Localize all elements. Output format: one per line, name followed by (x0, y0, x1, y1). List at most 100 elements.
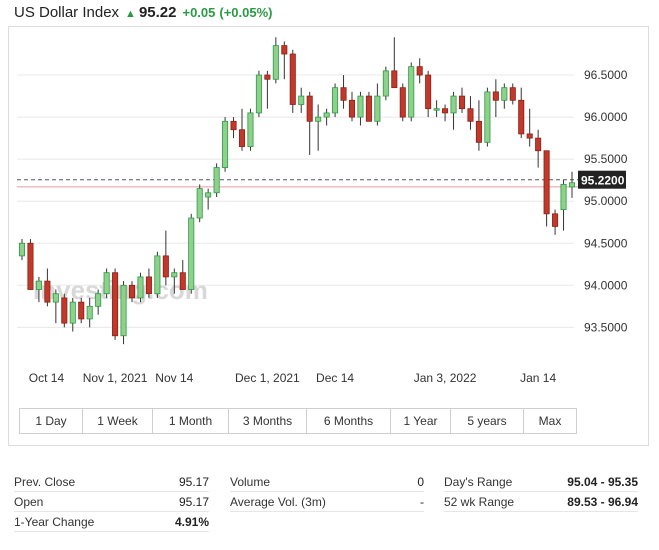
candle-body[interactable] (340, 87, 347, 101)
range-button-1-week[interactable]: 1 Week (83, 409, 153, 433)
candle-body[interactable] (128, 284, 136, 299)
candle-body[interactable] (27, 242, 34, 290)
candle-body[interactable] (145, 276, 152, 295)
candle-body[interactable] (382, 70, 389, 97)
candle-body[interactable] (255, 74, 262, 114)
candle-body[interactable] (69, 301, 76, 324)
candle-body[interactable] (137, 276, 144, 299)
candle-body[interactable] (86, 305, 93, 320)
stats-row-2: Open 95.17 Average Vol. (3m) - 52 wk Ran… (14, 492, 644, 512)
range-button-6-months[interactable]: 6 Months (307, 409, 391, 433)
candle-body[interactable] (425, 74, 432, 110)
candle-body[interactable] (374, 95, 381, 122)
candle-body[interactable] (492, 91, 499, 101)
stat-one-year-change: 1-Year Change 4.91% (14, 512, 209, 532)
candle-body[interactable] (188, 217, 195, 290)
stat-value: - (420, 495, 424, 509)
candle-body[interactable] (433, 108, 440, 111)
price-change: +0.05 (182, 5, 216, 20)
range-button-max[interactable]: Max (524, 409, 576, 433)
candle-body[interactable] (348, 99, 356, 118)
stat-label: 1-Year Change (14, 515, 95, 529)
candle-body[interactable] (272, 45, 279, 80)
range-button-1-day[interactable]: 1 Day (20, 409, 83, 433)
candle-body[interactable] (289, 53, 296, 105)
y-tick-label: 95.5000 (584, 152, 628, 166)
stat-52-week-range: 52 wk Range 89.53 - 96.94 (444, 492, 638, 512)
candle-body[interactable] (61, 297, 68, 324)
candle-body[interactable] (560, 183, 567, 211)
candle-body[interactable] (442, 108, 449, 114)
y-tick-label: 96.5000 (584, 68, 628, 82)
candle-body[interactable] (120, 284, 127, 337)
candle-body[interactable] (475, 120, 482, 143)
candle-body[interactable] (332, 87, 339, 114)
candle-body[interactable] (247, 112, 254, 147)
stat-value: 4.91% (174, 515, 209, 529)
candle-body[interactable] (391, 70, 398, 89)
candle-body[interactable] (323, 112, 330, 118)
instrument-title: US Dollar Index (14, 4, 120, 21)
candle-body[interactable] (162, 255, 169, 278)
candle-body[interactable] (543, 150, 550, 215)
candle-body[interactable] (196, 188, 203, 219)
last-price-badge-label: 95.2200 (581, 174, 625, 188)
candle-body[interactable] (535, 137, 542, 152)
candle-body[interactable] (484, 91, 491, 143)
candle-body[interactable] (281, 45, 288, 55)
candle-body[interactable] (509, 87, 516, 101)
x-tick-label: Dec 1, 2021 (235, 371, 300, 385)
candle-body[interactable] (458, 95, 466, 110)
candle-body[interactable] (205, 192, 212, 198)
candle-body[interactable] (399, 87, 406, 118)
stat-open: Open 95.17 (14, 492, 209, 512)
candle-body[interactable] (568, 182, 576, 188)
candle-body[interactable] (35, 280, 42, 290)
candle-body[interactable] (222, 120, 229, 168)
candlestick-chart[interactable]: Investing.com93.500094.000094.500095.000… (9, 27, 649, 397)
stat-label: 52 wk Range (444, 495, 515, 509)
range-button-5-years[interactable]: 5 years (451, 409, 524, 433)
candle-body[interactable] (264, 74, 271, 80)
candle-body[interactable] (78, 301, 85, 320)
candle-body[interactable] (416, 66, 423, 76)
candle-body[interactable] (230, 120, 237, 131)
candle-body[interactable] (18, 242, 26, 257)
candle-body[interactable] (552, 213, 559, 227)
candle-body[interactable] (408, 66, 415, 118)
candle-body[interactable] (298, 95, 305, 105)
stat-prev-close: Prev. Close 95.17 (14, 472, 209, 492)
candle-body[interactable] (179, 272, 186, 290)
candle-body[interactable] (518, 99, 525, 135)
x-tick-label: Oct 14 (29, 371, 65, 385)
y-tick-label: 96.0000 (584, 110, 628, 124)
candle-body[interactable] (315, 116, 322, 122)
candle-body[interactable] (357, 95, 364, 118)
candle-body[interactable] (112, 272, 119, 337)
chart-panel: Investing.com 93.5000 94.0000 94.5000 95.000… (8, 26, 649, 446)
candle-body[interactable] (238, 129, 246, 147)
candle-body[interactable] (154, 255, 161, 295)
range-button-1-month[interactable]: 1 Month (153, 409, 229, 433)
y-tick-label: 94.0000 (584, 278, 628, 292)
stat-value: 0 (417, 475, 424, 489)
time-range-selector: 1 Day 1 Week 1 Month 3 Months 6 Months 1 Year… (19, 408, 577, 434)
candle-body[interactable] (103, 272, 110, 295)
candle-body[interactable] (44, 280, 51, 303)
range-button-1-year[interactable]: 1 Year (391, 409, 451, 433)
stats-row-3: 1-Year Change 4.91% (14, 512, 644, 532)
candle-body[interactable] (501, 87, 508, 101)
range-button-3-months[interactable]: 3 Months (229, 409, 307, 433)
x-tick-label: Nov 14 (155, 371, 193, 385)
candle-body[interactable] (171, 272, 178, 278)
x-tick-label: Jan 3, 2022 (414, 371, 477, 385)
stat-average-volume: Average Vol. (3m) - (230, 492, 424, 512)
candle-body[interactable] (213, 167, 220, 194)
candle-body[interactable] (95, 293, 102, 307)
candle-body[interactable] (306, 95, 313, 122)
candle-body[interactable] (52, 293, 59, 303)
candle-body[interactable] (450, 95, 457, 114)
candle-body[interactable] (526, 133, 533, 139)
candle-body[interactable] (365, 95, 372, 122)
candle-body[interactable] (467, 108, 474, 122)
